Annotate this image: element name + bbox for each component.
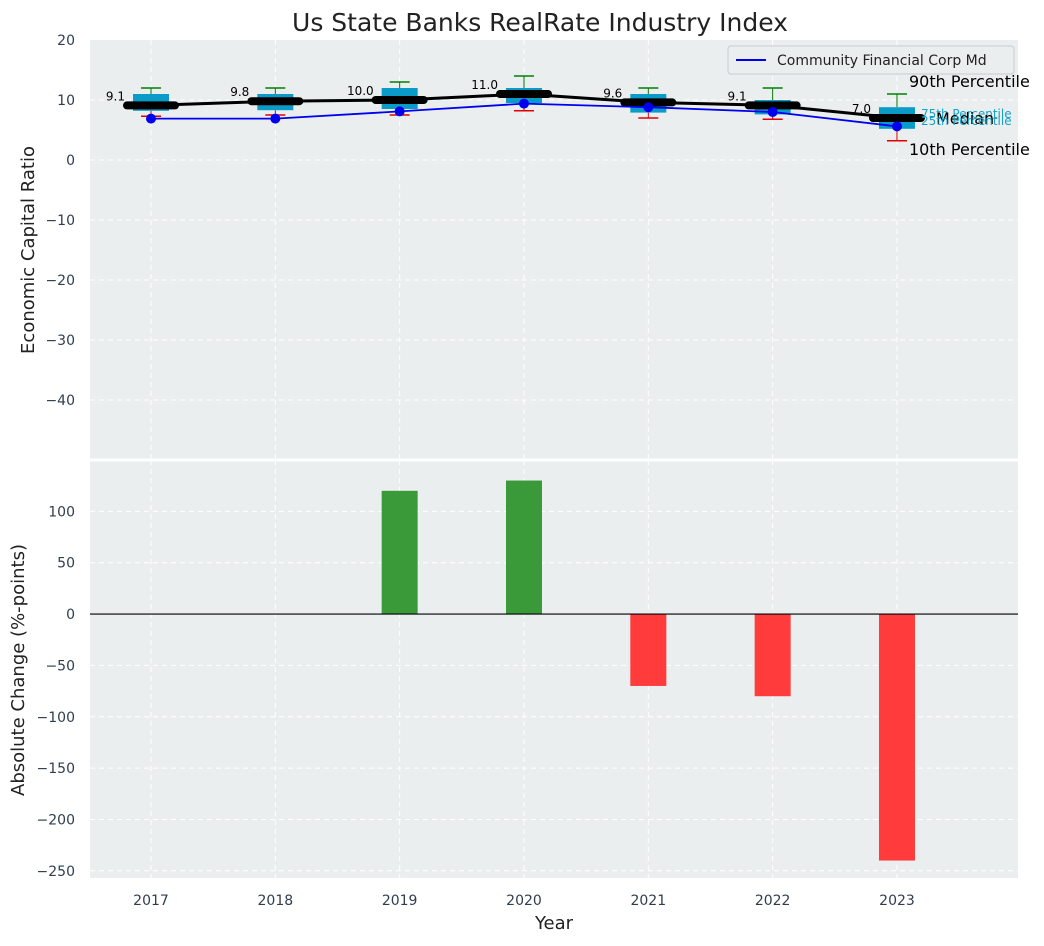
median-value-label: 9.8 (230, 85, 249, 99)
bottom-y-ticks: 100 50 0 −50 −100 −150 −200 −250 (37, 504, 75, 879)
annotation-10th-percentile: 10th Percentile (909, 140, 1030, 159)
bottom-y-tick-label: −50 (45, 658, 75, 674)
change-bars (381, 480, 915, 861)
top-y-tick-label: 20 (57, 33, 75, 49)
bottom-y-tick-label: −200 (37, 812, 75, 828)
chart-title: Us State Banks RealRate Industry Index (292, 8, 788, 37)
legend-box (727, 45, 1015, 75)
company-series-group (146, 98, 902, 132)
x-tick-label: 2018 (258, 893, 294, 909)
top-y-tick-label: 0 (66, 153, 75, 169)
top-y-tick-label: −20 (45, 273, 75, 289)
bottom-y-tick-label: 100 (48, 504, 75, 520)
x-ticks: 2017 2018 2019 2020 2021 2022 2023 (133, 893, 915, 909)
legend-entry-company: Community Financial Corp Md (777, 53, 987, 69)
top-grid (90, 40, 1018, 460)
x-tick-label: 2022 (755, 893, 791, 909)
top-plot-area (90, 40, 1018, 460)
change-bar (754, 614, 791, 697)
company-point (518, 98, 529, 109)
top-y-tick-label: −40 (45, 393, 75, 409)
median-value-label: 9.6 (603, 86, 622, 100)
x-axis-label: Year (534, 913, 574, 934)
median-trend-line (150, 92, 898, 120)
x-tick-label: 2019 (382, 893, 418, 909)
top-y-ticks: 20 10 0 −10 −20 −30 −40 (45, 33, 75, 409)
top-y-tick-label: −30 (45, 333, 75, 349)
change-bar (505, 480, 542, 615)
legend: Community Financial Corp Md (727, 45, 1015, 75)
median-value-label: 9.1 (106, 89, 125, 103)
median-labels: 9.1 9.8 10.0 11.0 9.6 9.1 7.0 (106, 78, 871, 116)
annotation-75th-percentile: 75th Percentile (921, 107, 1012, 121)
change-bar (381, 490, 418, 615)
top-y-tick-label: 10 (57, 93, 75, 109)
x-tick-label: 2020 (506, 893, 542, 909)
bottom-y-tick-label: 50 (57, 556, 75, 572)
company-point (767, 107, 778, 117)
annotation-90th-percentile: 90th Percentile (909, 72, 1030, 91)
bottom-y-tick-label: −100 (37, 710, 75, 726)
bottom-y-axis-label: Absolute Change (%-points) (8, 544, 29, 796)
bottom-y-tick-label: −250 (37, 864, 75, 880)
median-value-label: 7.0 (852, 102, 871, 116)
median-value-label: 9.1 (728, 89, 747, 103)
top-y-tick-label: −10 (45, 213, 75, 229)
company-point (643, 102, 654, 113)
top-y-axis-label: Economic Capital Ratio (18, 146, 39, 354)
x-tick-label: 2023 (879, 893, 915, 909)
change-bar (630, 614, 667, 686)
bottom-y-tick-label: −150 (37, 761, 75, 777)
percentile-annotations: 90th Percentile 75th PercentileMedian25th… (909, 72, 1030, 159)
bottom-plot-area (90, 460, 1018, 878)
annotation-25th-percentile: 25th Percentile (921, 114, 1012, 128)
x-tick-label: 2017 (133, 893, 169, 909)
company-point (270, 113, 281, 124)
change-bar (878, 614, 915, 861)
company-point (146, 113, 156, 124)
bottom-y-tick-label: 0 (66, 607, 75, 623)
x-tick-label: 2021 (630, 893, 666, 909)
company-point (394, 106, 405, 117)
median-line-group (150, 92, 898, 120)
median-value-label: 11.0 (471, 78, 498, 92)
annotation-median: Median (936, 109, 994, 128)
company-point (891, 121, 902, 132)
median-value-label: 10.0 (347, 84, 374, 98)
